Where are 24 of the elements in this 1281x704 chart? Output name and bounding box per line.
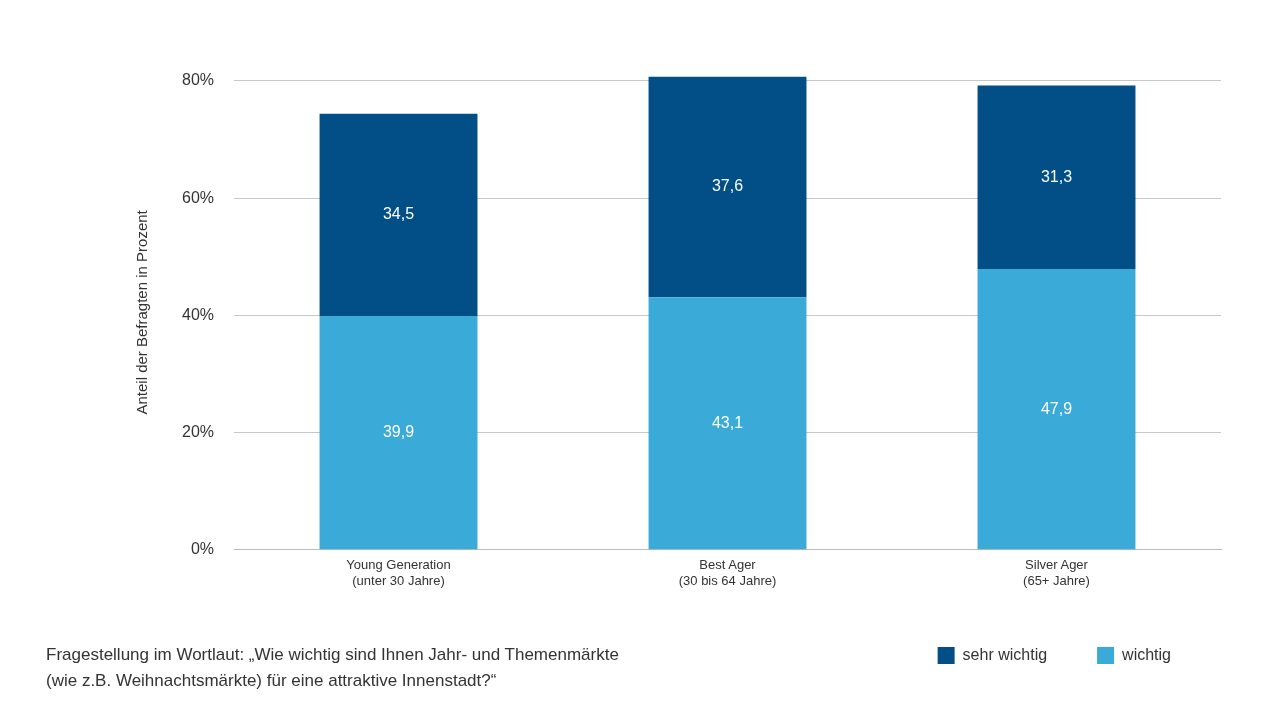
y-tick-label: 20% [181,422,215,440]
legend-label: wichtig [1121,645,1171,663]
y-tick-label: 40% [181,305,215,323]
x-tick-label: Silver Ager (65+ Jahre) [1023,557,1090,588]
data-label: 34,5 [382,205,415,223]
x-tick-label: Best Ager (30 bis 64 Jahre) [678,557,777,588]
bar [977,85,1136,270]
bar [319,315,478,550]
y-tick-label: 0% [190,540,215,558]
data-label: 39,9 [382,423,415,441]
bar [977,269,1136,550]
data-label: 47,9 [1040,399,1073,417]
bar [648,76,807,298]
text: Fragestellung im Wortlaut: „Wie wichtig sind Ihnen Jahr- und Themenmärkte (wie z.B. Weihnachtsmärkte) für eine attraktive Innenstadt?“ [46,644,619,692]
y-axis-title: Anteil der Befragten in Prozent [133,209,151,415]
data-label: 37,6 [711,177,744,195]
y-tick-label: 80% [181,71,215,89]
bar [648,297,807,550]
y-tick-label: 60% [181,188,215,206]
bar [319,113,478,316]
data-label: 43,1 [711,413,744,431]
x-tick-label: Young Generation (unter 30 Jahre) [346,557,451,588]
legend-label: sehr wichtig [962,645,1048,663]
data-label: 31,3 [1040,167,1073,185]
